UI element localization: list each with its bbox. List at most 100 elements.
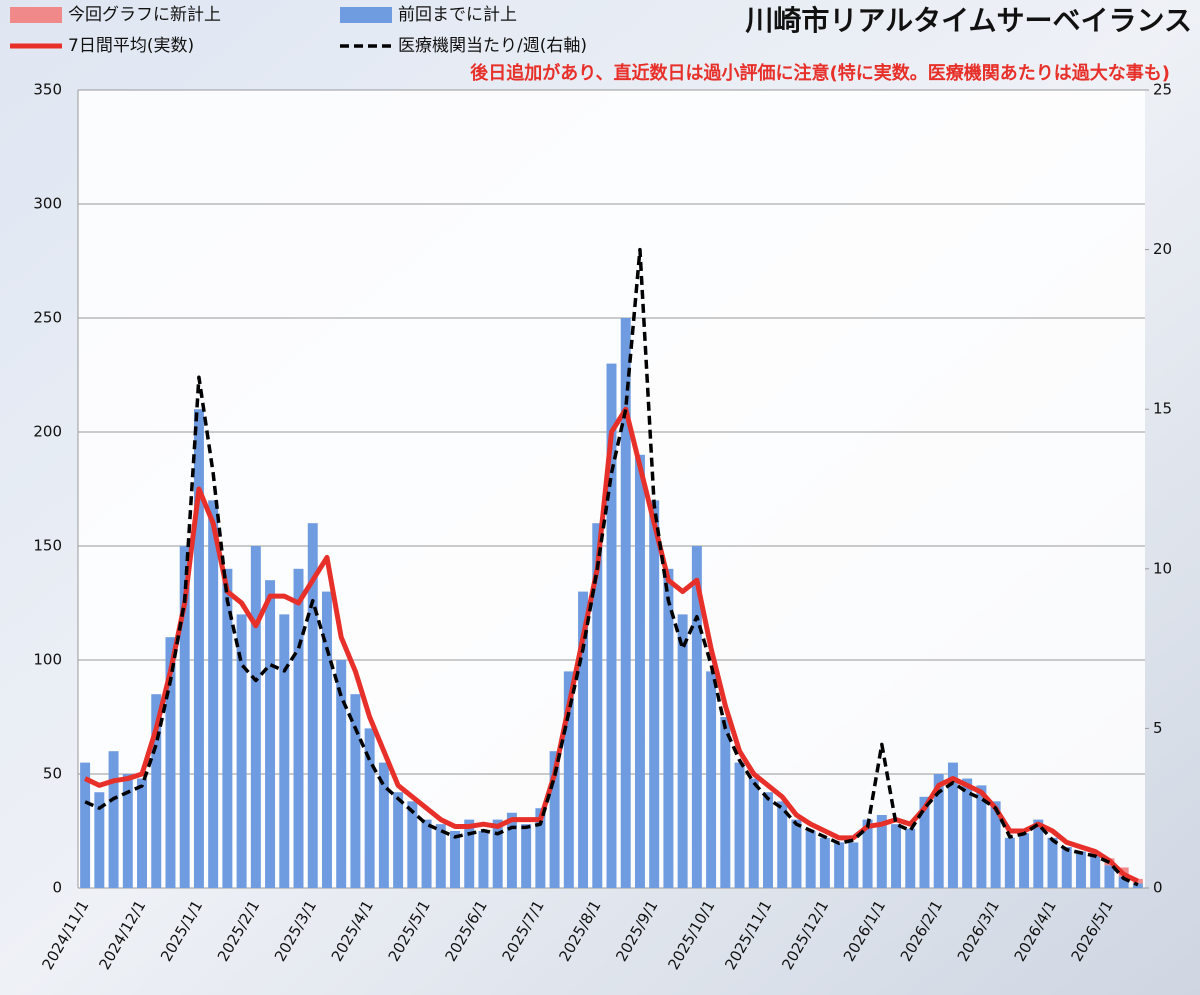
y2-tick-label: 20	[1153, 240, 1172, 258]
bar	[905, 828, 916, 888]
bar	[265, 580, 276, 888]
bar	[80, 762, 91, 888]
bar	[578, 591, 589, 888]
bar	[634, 454, 645, 888]
chart-subtitle: 後日追加があり、直近数日は過小評価に注意(特に実数。医療機関あたりは過大な事も)	[470, 62, 1170, 84]
bar	[336, 660, 347, 888]
bar	[819, 837, 830, 888]
bar	[734, 762, 745, 888]
y-tick-label: 300	[33, 195, 62, 213]
y2-tick-label: 15	[1153, 400, 1172, 418]
line	[84, 406, 1139, 884]
bar	[236, 614, 247, 888]
bar	[208, 500, 219, 888]
bar	[919, 796, 930, 888]
y2-tick-label: 25	[1153, 81, 1172, 99]
bar	[791, 819, 802, 888]
bar	[606, 363, 617, 889]
bar	[1033, 819, 1044, 888]
bar	[891, 824, 902, 888]
bar	[435, 824, 446, 888]
bar	[1132, 883, 1143, 888]
y-tick-label: 100	[33, 651, 62, 669]
bar	[990, 801, 1001, 888]
bar	[94, 792, 105, 888]
bar	[492, 819, 503, 888]
legend-label: 7日間平均(実数)	[68, 36, 194, 56]
bar	[151, 694, 162, 888]
bar	[222, 568, 233, 888]
y-tick-label: 50	[43, 765, 62, 783]
bar	[279, 614, 290, 888]
bar	[193, 409, 204, 888]
bar	[649, 500, 660, 888]
bar	[108, 751, 119, 888]
bar	[592, 523, 603, 888]
bar	[1104, 865, 1115, 888]
legend-label: 前回までに計上	[398, 5, 517, 25]
y-tick-label: 350	[33, 81, 62, 99]
bar	[691, 546, 702, 888]
bar	[535, 808, 546, 888]
legend-swatch	[340, 7, 392, 23]
bar	[137, 778, 147, 888]
bar	[862, 819, 873, 888]
bar	[293, 568, 304, 888]
bar	[350, 694, 361, 888]
bar	[706, 671, 717, 888]
bar	[1047, 837, 1058, 888]
bar	[1061, 846, 1072, 888]
legend-swatch	[10, 7, 62, 23]
bar	[1076, 851, 1086, 888]
y-tick-label: 150	[33, 537, 62, 555]
bar	[805, 831, 816, 888]
bar	[663, 568, 674, 888]
bar	[378, 762, 389, 888]
bar	[421, 819, 432, 888]
legend-label: 今回グラフに新計上	[68, 5, 221, 25]
bar	[521, 824, 532, 888]
y-tick-label: 200	[33, 423, 62, 441]
bar	[620, 318, 631, 888]
bar	[876, 815, 887, 888]
bar	[307, 523, 318, 888]
bar	[1019, 833, 1030, 888]
y-tick-label: 0	[52, 879, 62, 897]
line	[84, 247, 1139, 887]
bar	[506, 812, 517, 888]
bar	[563, 671, 574, 888]
bar	[848, 842, 859, 888]
bar	[250, 546, 261, 888]
bar	[321, 591, 332, 888]
bar	[962, 778, 973, 888]
chart-title: 川崎市リアルタイムサーベイランス	[745, 4, 1192, 37]
bar	[677, 614, 688, 888]
y2-tick-label: 5	[1153, 719, 1163, 737]
bar	[407, 801, 418, 888]
bar	[450, 831, 460, 888]
bar	[748, 778, 759, 888]
bar	[1090, 856, 1101, 888]
bar	[549, 751, 560, 888]
bar	[777, 801, 788, 888]
y-tick-label: 250	[33, 309, 62, 327]
y2-tick-label: 10	[1153, 559, 1172, 577]
bar	[464, 819, 475, 888]
bar	[763, 792, 773, 888]
bar	[165, 637, 176, 888]
bar	[364, 728, 375, 888]
bar	[179, 546, 190, 888]
legend-label: 医療機関当たり/週(右軸)	[398, 36, 587, 56]
bar	[947, 762, 958, 888]
bar	[122, 774, 133, 888]
bar	[834, 842, 845, 888]
y2-tick-label: 0	[1153, 879, 1163, 897]
bar	[1004, 837, 1015, 888]
bar	[933, 774, 944, 888]
bar	[976, 785, 987, 888]
bar	[478, 831, 489, 888]
bar	[720, 717, 731, 888]
bar	[393, 792, 404, 888]
